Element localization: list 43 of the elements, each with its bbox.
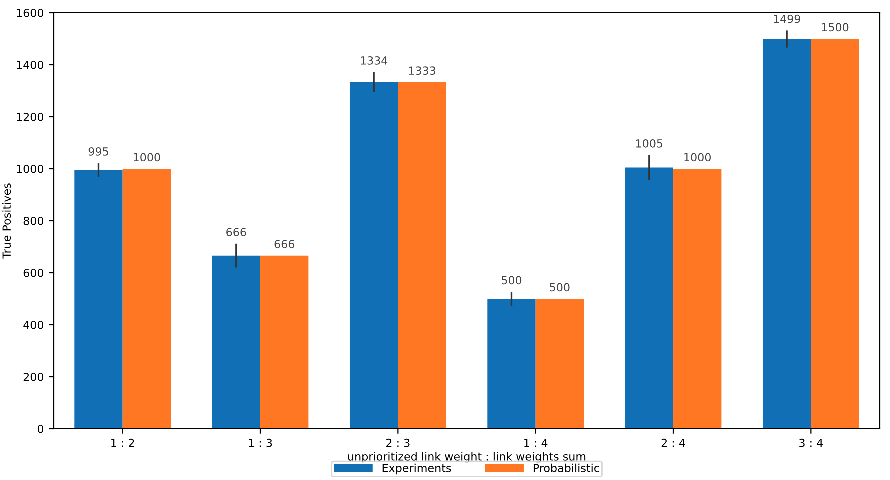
y-tick-label: 1400 [17, 60, 44, 70]
data-label: 1000 [684, 153, 711, 162]
y-tick-label: 1200 [17, 112, 44, 122]
data-label: 666 [226, 228, 246, 237]
x-tick-label: 1 : 2 [112, 438, 134, 448]
data-label: 500 [550, 283, 570, 292]
data-label: 995 [88, 148, 108, 156]
bar [488, 299, 536, 429]
x-tick-label: 1 : 4 [524, 439, 548, 448]
data-label: 1000 [134, 153, 160, 162]
bar [625, 168, 674, 429]
y-tick-label: 1000 [17, 164, 44, 174]
bar [536, 299, 584, 429]
data-label: 1005 [636, 139, 663, 148]
x-tick-label: 3 : 4 [800, 438, 824, 448]
legend-label: Probabilistic [534, 464, 600, 472]
bar [762, 39, 812, 429]
x-tick-label: 1 : 3 [249, 438, 272, 448]
x-tick-label: 2 : 4 [662, 438, 686, 448]
y-tick-label: 0 [38, 424, 44, 434]
bar [74, 170, 123, 429]
data-label: 666 [274, 240, 294, 248]
bar [212, 256, 260, 429]
data-label: 1500 [822, 23, 849, 32]
y-axis-title: True Positives [2, 184, 12, 259]
data-label: 1334 [361, 56, 388, 65]
y-tick-label: 800 [24, 216, 44, 226]
bar [674, 169, 722, 429]
x-tick-label: 2 : 3 [386, 438, 410, 448]
legend-label: Experiments [382, 464, 452, 475]
y-tick-label: 400 [24, 320, 44, 330]
y-tick-label: 1600 [17, 8, 44, 18]
bar [811, 39, 860, 429]
bar [260, 256, 309, 429]
bar [122, 169, 172, 429]
data-label: 1333 [409, 66, 436, 76]
bar [350, 82, 398, 429]
y-tick-label: 200 [24, 372, 44, 382]
y-tick-label: 600 [24, 268, 44, 278]
x-axis-title: unprioritized link weight : link weights sum [348, 452, 586, 464]
bar [398, 82, 446, 429]
data-label: 500 [502, 276, 522, 285]
data-label: 1499 [774, 14, 800, 24]
